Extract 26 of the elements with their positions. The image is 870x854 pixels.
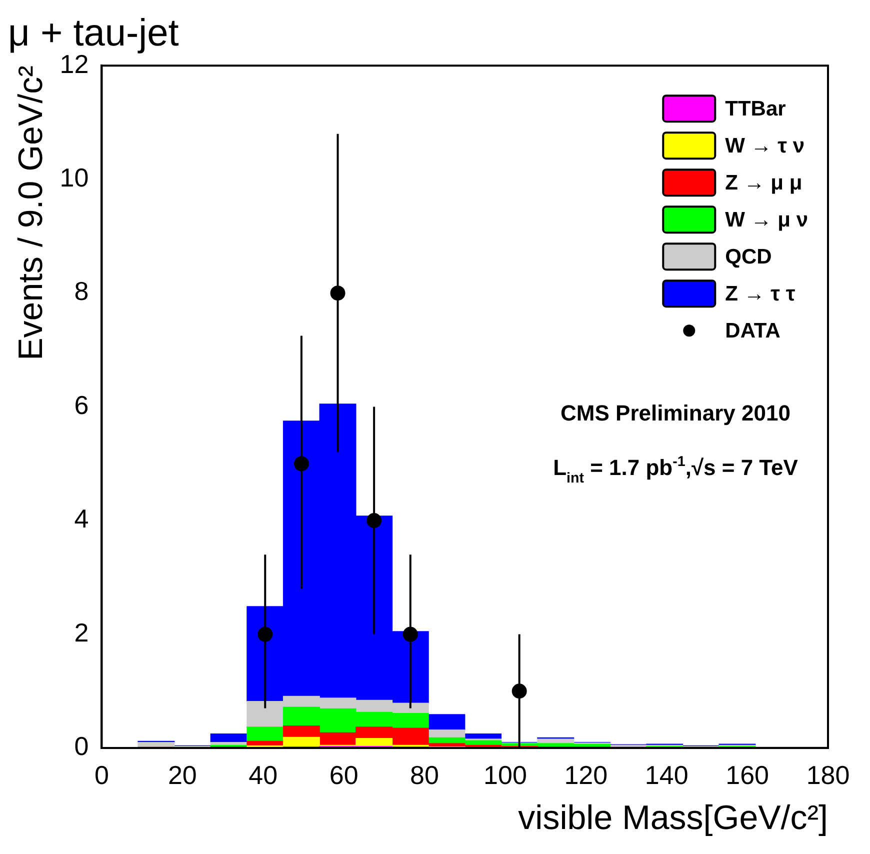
y-tick-label: 4	[74, 504, 89, 534]
y-tick-label: 8	[74, 276, 89, 306]
y-tick-label: 6	[74, 390, 89, 420]
y-tick-label: 10	[60, 162, 89, 193]
legend-label: TTBar	[725, 97, 786, 120]
y-axis-title: Events / 9.0 GeV/c²	[12, 66, 50, 360]
x-axis-title: visible Mass[GeV/c²]	[518, 798, 828, 837]
x-tick-label: 0	[94, 760, 109, 790]
y-tick-label: 2	[74, 617, 89, 648]
legend-label: QCD	[725, 245, 772, 268]
legend-label: W → τ ν	[725, 134, 805, 158]
legend-label: Z → τ τ	[725, 282, 796, 306]
x-tick-label: 180	[806, 760, 850, 790]
annotation: CMS Preliminary 2010	[560, 400, 790, 426]
x-tick-label: 40	[248, 760, 278, 790]
x-tick-label: 80	[410, 760, 439, 790]
x-tick-label: 100	[484, 760, 527, 790]
legend-label: W → μ ν	[725, 208, 808, 232]
legend-label: Z → μ μ	[725, 171, 802, 194]
legend-label: DATA	[725, 319, 780, 342]
x-tick-label: 120	[564, 760, 608, 790]
x-tick-label: 160	[726, 760, 769, 790]
y-tick-label: 0	[74, 731, 89, 762]
x-tick-label: 60	[329, 760, 358, 790]
x-tick-label: 20	[168, 760, 197, 790]
x-tick-label: 140	[644, 760, 688, 790]
